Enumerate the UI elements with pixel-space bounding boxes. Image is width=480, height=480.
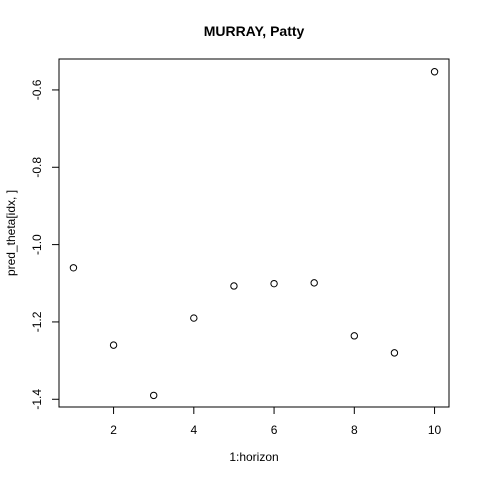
y-tick-label: -0.6 (30, 79, 44, 100)
x-tick-label: 10 (428, 423, 442, 437)
plot-frame (58, 58, 450, 408)
y-tick-label: -1.4 (30, 389, 44, 410)
data-point (190, 314, 198, 322)
data-point (350, 332, 359, 340)
x-tick-label: 2 (110, 423, 117, 437)
data-point (149, 391, 158, 400)
chart-title: MURRAY, Patty (204, 23, 305, 39)
y-tick-label: -0.8 (30, 157, 44, 178)
data-point (230, 282, 238, 290)
x-axis-label: 1:horizon (229, 450, 278, 464)
data-points (69, 68, 439, 400)
y-axis-label: pred_theta[idx, ] (4, 190, 18, 276)
y-tick-label: -1.2 (30, 311, 44, 332)
data-point (310, 279, 318, 287)
data-point (390, 349, 399, 357)
x-axis: 2 4 6 8 10 (110, 406, 442, 437)
y-tick-label: -1.0 (30, 234, 44, 255)
x-tick-label: 4 (190, 423, 197, 437)
data-point (109, 341, 118, 349)
y-axis: -1.4 -1.2 -1.0 -0.8 -0.6 (30, 79, 60, 410)
data-point (69, 264, 78, 272)
x-tick-label: 8 (351, 423, 358, 437)
data-point (430, 68, 439, 76)
x-tick-label: 6 (271, 423, 278, 437)
data-point (270, 279, 278, 288)
